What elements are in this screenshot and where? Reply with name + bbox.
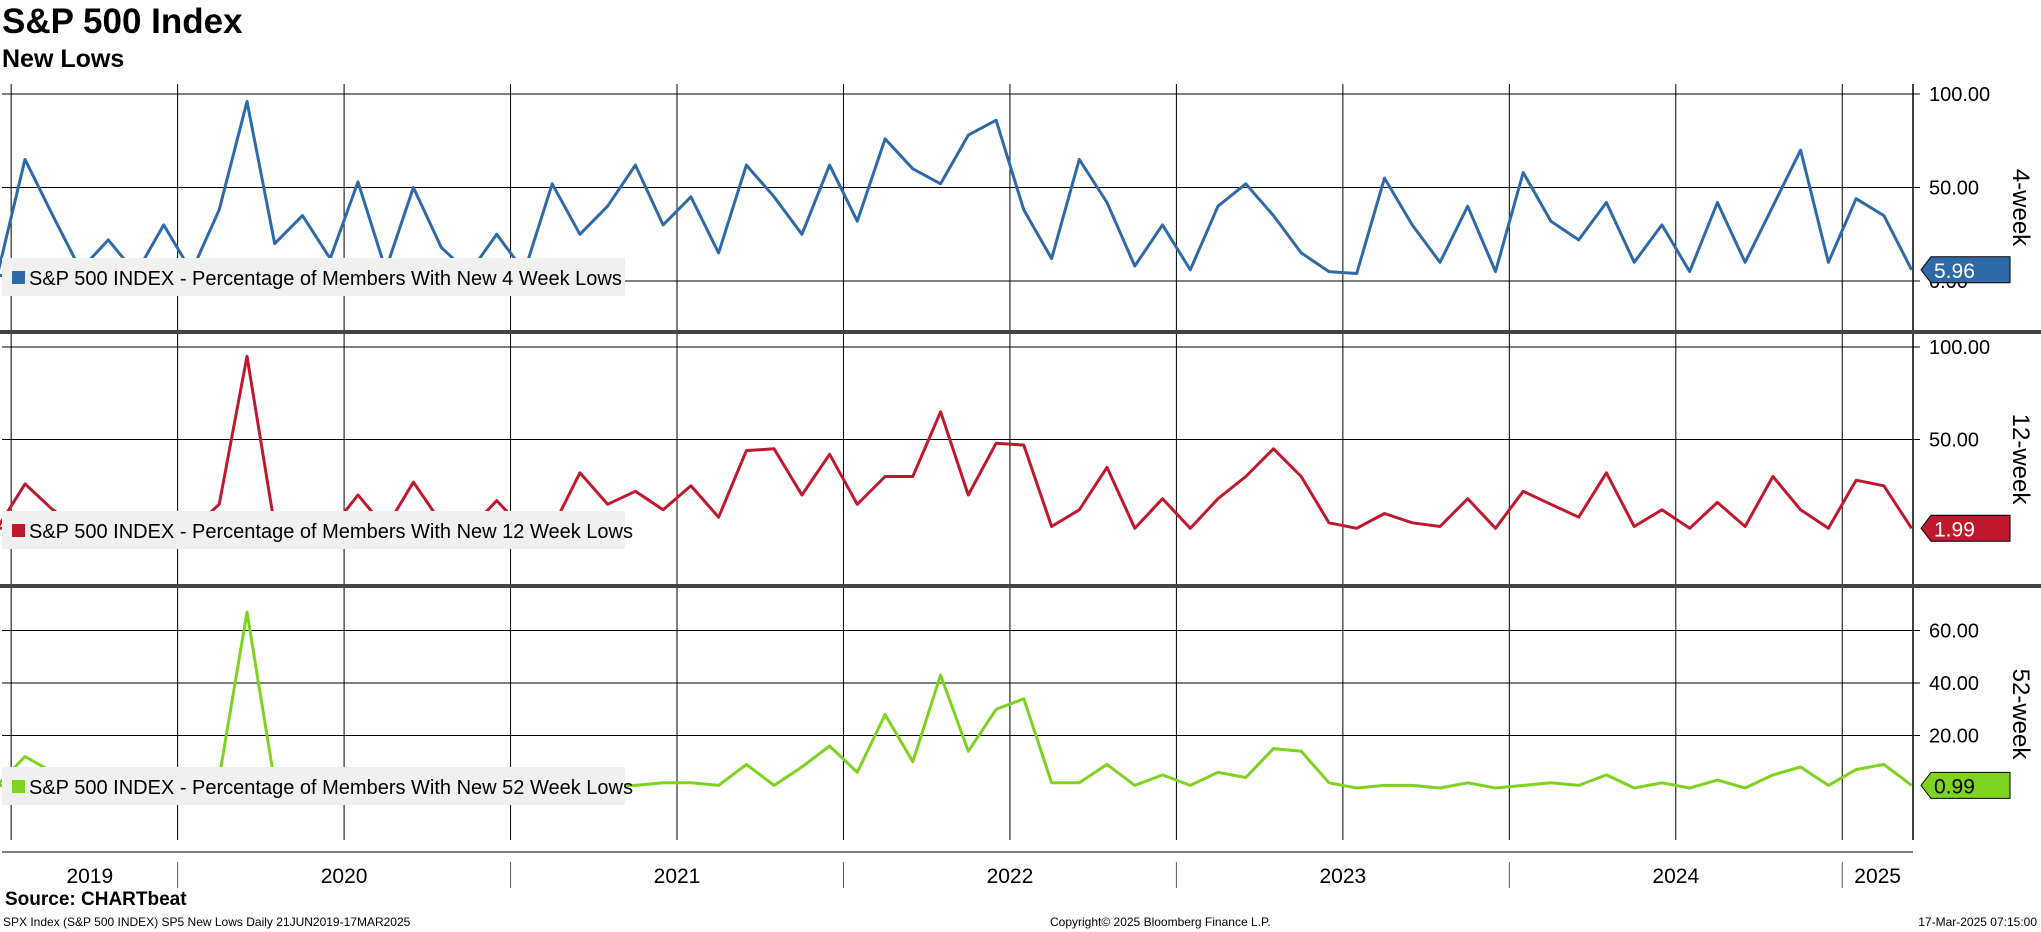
- x-tick-label: 2023: [1320, 865, 1367, 888]
- legend-swatch: [12, 524, 25, 537]
- y-tick-label: 60.00: [1929, 621, 1979, 643]
- legend-label: S&P 500 INDEX - Percentage of Members Wi…: [29, 521, 633, 543]
- series-line-4-week: [0, 100, 1913, 277]
- last-value-label: 1.99: [1934, 518, 1975, 541]
- series-line-52-week: [0, 610, 1913, 790]
- legend-swatch: [12, 271, 25, 284]
- series-line-12-week: [0, 354, 1913, 532]
- last-value-marker: [1920, 771, 2011, 799]
- chart-title: S&P 500 Index: [2, 2, 243, 41]
- x-tick-label: 2022: [987, 865, 1034, 888]
- legend-background: [2, 767, 625, 805]
- last-value-badge: 5.96: [1920, 256, 2011, 284]
- footer-ticker-info: SPX Index (S&P 500 INDEX) SP5 New Lows D…: [3, 915, 411, 929]
- footer-timestamp: 17-Mar-2025 07:15:00: [1918, 915, 2037, 929]
- panel-separator: [0, 330, 2041, 334]
- panel-12-week: 100.00 50.00 1.99 12-week S&P 500 INDEX - Pe…: [0, 334, 2034, 584]
- x-tick-label: 2024: [1652, 865, 1699, 888]
- x-tick-label: 2021: [654, 865, 701, 888]
- panel-label: 12-week: [2007, 414, 2034, 506]
- x-tick-label: 2020: [321, 865, 368, 888]
- panel-label: 52-week: [2007, 669, 2034, 761]
- legend-label: S&P 500 INDEX - Percentage of Members Wi…: [29, 268, 622, 290]
- y-tick-label: 100.00: [1929, 84, 1990, 106]
- last-value-marker: [1920, 514, 2011, 542]
- legend: S&P 500 INDEX - Percentage of Members Wi…: [2, 767, 633, 805]
- legend-background: [2, 258, 625, 296]
- y-tick-label: 100.00: [1929, 337, 1990, 359]
- panel-52-week: 60.00 40.00 20.00 0.99 52-week S&P 500 INDEX …: [0, 588, 2034, 840]
- last-value-label: 5.96: [1934, 260, 1975, 283]
- legend: S&P 500 INDEX - Percentage of Members Wi…: [2, 258, 625, 296]
- y-tick-label: 40.00: [1929, 673, 1979, 695]
- y-tick-label: 50.00: [1929, 178, 1979, 200]
- panel-label: 4-week: [2007, 169, 2034, 247]
- legend-label: S&P 500 INDEX - Percentage of Members Wi…: [29, 777, 633, 799]
- source-note: Source: CHARTbeat: [5, 889, 187, 910]
- panel-separator: [0, 584, 2041, 588]
- chart-subtitle: New Lows: [2, 45, 125, 73]
- y-tick-label: 50.00: [1929, 430, 1979, 452]
- last-value-badge: 0.99: [1920, 771, 2011, 799]
- x-tick-label: 2025: [1854, 865, 1901, 888]
- x-tick-label: 2019: [66, 865, 113, 888]
- last-value-badge: 1.99: [1920, 514, 2011, 542]
- last-value-label: 0.99: [1934, 775, 1975, 798]
- last-value-marker: [1920, 256, 2011, 284]
- footer-copyright: Copyright© 2025 Bloomberg Finance L.P.: [1050, 915, 1271, 929]
- y-tick-label: 20.00: [1929, 726, 1979, 748]
- legend-background: [2, 511, 625, 549]
- legend: S&P 500 INDEX - Percentage of Members Wi…: [2, 511, 633, 549]
- legend-swatch: [12, 780, 25, 793]
